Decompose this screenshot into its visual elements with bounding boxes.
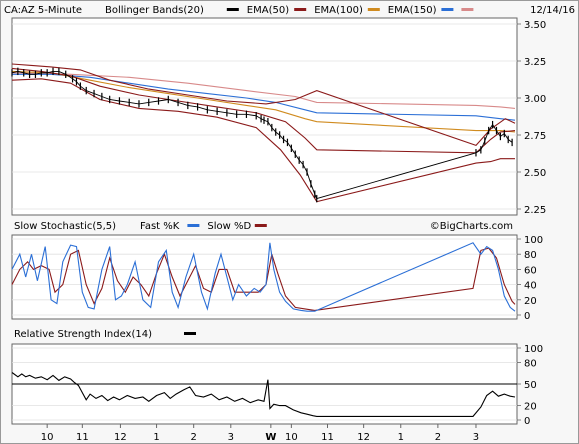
rsi-header	[1, 322, 578, 340]
ema150-line	[12, 73, 516, 121]
stoch-legend: Fast %K Slow %D	[140, 221, 267, 232]
rsi-tick-label: 100	[524, 344, 543, 355]
time-x-axis: 10 11 12 1 2 3 W 10 11 12 1 2 3	[41, 424, 479, 443]
x-tick-label: 3	[473, 432, 479, 443]
price-legend-label: EMA(100)	[314, 5, 363, 16]
price-legend-swatch	[367, 8, 380, 11]
rsi-title: Relative Strength Index(14)	[14, 329, 152, 340]
stoch-legend-label: Slow %D	[207, 221, 251, 232]
x-tick-label: 11	[321, 432, 334, 443]
bollinger-upper-line	[11, 63, 516, 147]
x-tick-label: W	[265, 432, 276, 443]
rsi-tick-label: 80	[524, 358, 537, 369]
stoch-tick-label: 100	[524, 235, 543, 246]
header-bar	[1, 1, 578, 17]
stoch-legend-swatch	[254, 224, 267, 227]
rsi-legend	[184, 332, 196, 335]
x-tick-label: 2	[190, 432, 196, 443]
rsi-tick-label: 50	[524, 380, 537, 391]
x-tick-label: 10	[285, 432, 298, 443]
stoch-tick-label: 40	[524, 281, 537, 292]
slow-d-line	[11, 247, 516, 311]
ema100-line	[11, 70, 516, 133]
x-tick-label: 3	[228, 432, 234, 443]
stoch-series	[11, 242, 516, 312]
price-legend-swatch	[294, 8, 307, 11]
stoch-header	[1, 216, 578, 234]
x-tick-label: 12	[357, 432, 370, 443]
price-tick-label: 2.25	[524, 205, 546, 216]
price-tick-label: 3.25	[524, 57, 546, 68]
x-tick-label: 10	[41, 432, 54, 443]
symbol-label: CA:AZ 5-Minute	[4, 5, 82, 16]
stoch-panel	[11, 234, 518, 320]
x-tick-label: 1	[153, 432, 159, 443]
watermark: ©BigCharts.com	[430, 221, 513, 232]
x-tick-label: 2	[435, 432, 441, 443]
price-legend-label: EMA(150)	[388, 5, 437, 16]
stoch-tick-label: 60	[524, 265, 537, 276]
price-tick-label: 3.50	[524, 20, 546, 31]
stoch-legend-swatch	[187, 224, 200, 227]
price-tick-label: 2.75	[524, 131, 546, 142]
price-close-line	[11, 70, 513, 200]
x-tick-label: 1	[398, 432, 404, 443]
price-legend-swatch	[461, 8, 474, 11]
date-label: 12/14/16	[530, 5, 575, 16]
stoch-title: Slow Stochastic(5,5)	[14, 221, 116, 232]
stoch-y-axis: 100 80 60 40 20 0	[517, 235, 543, 322]
price-y-axis: 3.50 3.25 3.00 2.75 2.50 2.25	[517, 20, 546, 216]
price-legend-label: Bollinger Bands(20)	[105, 5, 204, 16]
rsi-tick-label: 20	[524, 402, 537, 413]
stoch-tick-label: 20	[524, 296, 537, 307]
price-legend: Bollinger Bands(20) EMA(50) EMA(100) EMA(15…	[105, 5, 474, 16]
price-series	[11, 63, 516, 203]
ema-pink-line	[11, 72, 516, 109]
rsi-line	[11, 372, 516, 417]
price-legend-swatch	[226, 8, 239, 11]
stoch-legend-label: Fast %K	[140, 221, 180, 232]
price-legend-swatch	[441, 8, 454, 11]
price-tick-label: 2.50	[524, 168, 546, 179]
stoch-tick-label: 0	[524, 311, 530, 322]
rsi-y-axis: 100 80 50 20 0	[517, 344, 543, 427]
fast-k-line	[11, 242, 516, 312]
x-tick-label: 11	[76, 432, 89, 443]
rsi-legend-swatch	[184, 332, 196, 335]
price-legend-label: EMA(50)	[247, 5, 289, 16]
x-tick-label: 12	[114, 432, 127, 443]
price-tick-label: 3.00	[524, 94, 546, 105]
stoch-tick-label: 80	[524, 250, 537, 261]
rsi-tick-label: 0	[524, 416, 530, 427]
rsi-series	[11, 372, 517, 417]
